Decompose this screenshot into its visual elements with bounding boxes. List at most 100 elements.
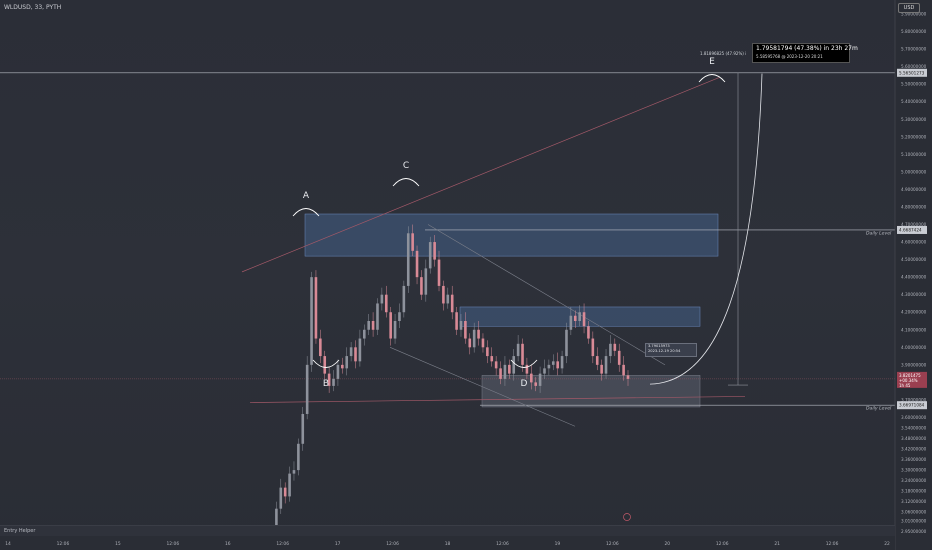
candle-body bbox=[543, 368, 546, 374]
candle-body bbox=[516, 343, 520, 357]
x-tick-label: 12:06 bbox=[716, 541, 729, 547]
candle-body bbox=[521, 343, 524, 365]
y-tick-label: 3.70000000 bbox=[901, 397, 927, 402]
entry-helper-label: Entry Helper bbox=[4, 528, 36, 534]
candle-body bbox=[530, 373, 533, 383]
candle-body bbox=[406, 233, 410, 286]
y-tick-label: 4.60000000 bbox=[901, 240, 927, 245]
candle-body bbox=[617, 350, 621, 365]
currency-selector[interactable]: USD bbox=[898, 3, 920, 13]
candle-body bbox=[362, 329, 366, 339]
marker-time: 2023-12-19 20:54 bbox=[648, 349, 681, 353]
candle-body bbox=[490, 356, 494, 362]
pattern-arc bbox=[292, 208, 320, 217]
y-axis: 5.90000000 5.80000000 5.70000000 5.60000000… bbox=[894, 0, 932, 550]
pattern-label: D bbox=[521, 379, 528, 389]
projection-curve bbox=[649, 73, 763, 385]
daily-level-label: Daily Level bbox=[866, 406, 892, 412]
candle-body bbox=[512, 356, 516, 374]
candle-body bbox=[591, 338, 595, 357]
candle-body bbox=[323, 356, 327, 374]
candle-body bbox=[525, 364, 529, 374]
candle-body bbox=[538, 373, 542, 386]
candle-body bbox=[534, 382, 538, 386]
symbol-title: WLDUSD, 33, PYTH bbox=[4, 4, 62, 11]
candle-body bbox=[508, 364, 511, 374]
y-tick-label: 3.54000000 bbox=[901, 426, 927, 431]
candle-body bbox=[398, 312, 401, 321]
pattern-arc bbox=[510, 359, 538, 368]
candle-body bbox=[371, 321, 375, 330]
candle-body bbox=[613, 343, 617, 351]
upper-trend-line bbox=[241, 76, 721, 273]
entry-helper-bar[interactable]: Entry Helper bbox=[0, 525, 895, 536]
candle-body bbox=[565, 329, 568, 357]
x-tick-label: 17 bbox=[335, 541, 341, 547]
candle-body bbox=[587, 326, 590, 339]
candle-body bbox=[569, 315, 573, 330]
candle-body bbox=[582, 312, 586, 327]
candle-body bbox=[345, 356, 349, 369]
pattern-label: E bbox=[709, 57, 715, 67]
candle-body bbox=[468, 338, 472, 348]
candle-body bbox=[450, 294, 454, 313]
candle-body bbox=[292, 470, 296, 474]
channel-bottom-line bbox=[389, 347, 576, 427]
y-tick-label: 4.80000000 bbox=[901, 204, 927, 209]
zones bbox=[304, 213, 719, 408]
candle-body bbox=[433, 242, 436, 260]
candle-body bbox=[402, 285, 406, 313]
x-tick-label: 12:06 bbox=[606, 541, 619, 547]
candle-body bbox=[459, 321, 463, 330]
y-tick-label: 4.50000000 bbox=[901, 257, 927, 262]
candle-body bbox=[305, 364, 309, 414]
y-tick-label: 4.40000000 bbox=[901, 275, 927, 280]
y-tick-label: 3.60000000 bbox=[901, 415, 927, 420]
candle-body bbox=[464, 321, 467, 339]
candle-body bbox=[310, 277, 313, 365]
supply-zone-upper bbox=[304, 213, 719, 257]
daily-upper-tag bbox=[897, 225, 927, 234]
marker-price: 3.79015973 bbox=[648, 344, 670, 348]
candle-body bbox=[578, 312, 581, 321]
y-tick-label: 3.12000000 bbox=[901, 499, 927, 504]
candle-body bbox=[477, 329, 480, 339]
candle-body bbox=[622, 364, 625, 376]
candle-body bbox=[376, 303, 379, 330]
pattern-annotations: A B C D E bbox=[292, 57, 726, 521]
candle-body bbox=[551, 361, 555, 365]
candle-body bbox=[288, 473, 291, 497]
x-tick-label: 21 bbox=[774, 541, 780, 547]
y-tick-label: 4.70000000 bbox=[901, 222, 927, 227]
candle-body bbox=[573, 315, 577, 321]
price-tags: 5.56501273 4.6687424 3.66971084 3.8201475+0… bbox=[897, 68, 927, 410]
x-tick-label: 12:06 bbox=[166, 541, 179, 547]
pattern-label: A bbox=[303, 191, 310, 201]
alert-icon bbox=[623, 513, 631, 521]
candle-body bbox=[301, 413, 305, 444]
candle-body bbox=[455, 312, 458, 330]
x-tick-label: 14 bbox=[5, 541, 11, 547]
pattern-label: C bbox=[403, 161, 409, 171]
candle-body bbox=[503, 364, 507, 379]
x-tick-label: 12:06 bbox=[496, 541, 509, 547]
candle-body bbox=[283, 487, 287, 497]
y-tick-label: 5.50000000 bbox=[901, 82, 927, 87]
x-tick-label: 22 bbox=[884, 541, 890, 547]
y-tick-label: 5.60000000 bbox=[901, 64, 927, 69]
y-tick-label: 5.40000000 bbox=[901, 99, 927, 104]
y-tick-label: 3.18000000 bbox=[901, 489, 927, 494]
candle-body bbox=[472, 329, 476, 348]
pattern-arc bbox=[698, 74, 726, 83]
y-tick-label: 4.00000000 bbox=[901, 345, 927, 350]
daily-lower-tag bbox=[897, 401, 927, 410]
y-axis-panel bbox=[895, 0, 932, 550]
candle-body bbox=[437, 259, 441, 286]
projection-tooltip: 1.79581794 (47.38%) in 23h 27m 5.5859576… bbox=[752, 43, 858, 63]
trend-lines: Daily Level Daily Level bbox=[0, 72, 895, 427]
top-level-tag-text: 5.56501273 bbox=[899, 70, 925, 75]
y-tick-label: 3.06000000 bbox=[901, 510, 927, 515]
x-axis: 14 12:06 15 12:06 16 12:06 17 12:06 18 12:06 19 12:… bbox=[0, 535, 895, 550]
